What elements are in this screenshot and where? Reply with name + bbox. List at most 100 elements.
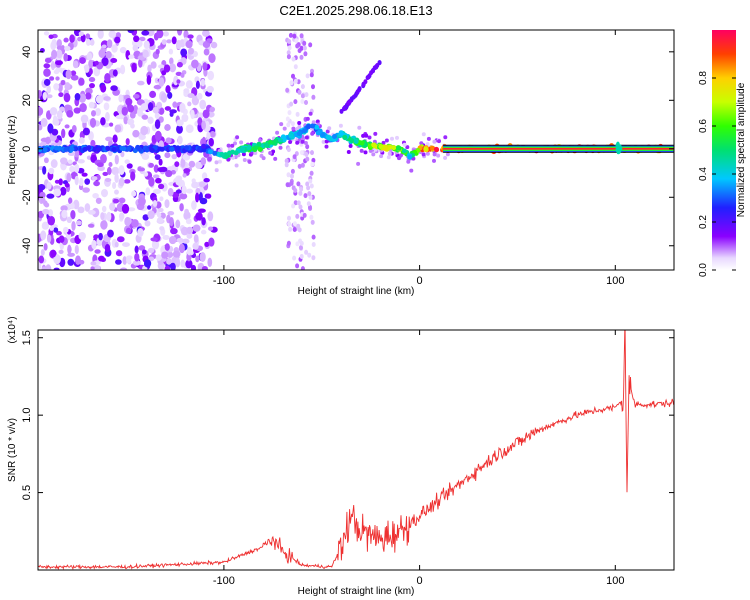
spectrogram-cell-1172	[356, 161, 361, 166]
spectrogram-cell-792	[63, 92, 71, 103]
spectrogram-cell-155	[104, 111, 110, 122]
spectrogram-cell-954	[285, 116, 290, 122]
spectrogram-cell-960	[294, 38, 299, 44]
spectrogram-cell-886	[208, 237, 215, 247]
spectrogram-cell-635	[44, 57, 52, 64]
spectrogram-cell-978	[300, 99, 305, 104]
spectrogram-cell-356	[168, 48, 174, 55]
spectrogram-cell-790	[190, 109, 195, 120]
spectrogram-cell-315	[164, 152, 171, 159]
spectrogram-cell-1036	[292, 227, 297, 232]
spectrogram-cell-739	[167, 91, 173, 99]
spectrogram-cell-1067	[226, 143, 231, 148]
spectrogram-cell-607	[72, 60, 79, 69]
spectrogram-cell-436	[203, 48, 210, 56]
spectrogram-cell-1961	[371, 142, 377, 148]
spectrogram-cell-277	[53, 267, 60, 270]
spectrogram-cell-767	[170, 227, 178, 235]
spectrogram-cell-808	[161, 251, 169, 259]
spectrogram-cell-882	[175, 178, 182, 186]
spectrogram-cell-1131	[381, 140, 386, 145]
spectrogram-cell-899	[53, 188, 62, 197]
spectrogram-cell-1129	[346, 150, 351, 154]
spectrogram-cell-814	[108, 122, 114, 127]
spectrogram-cell-145	[143, 171, 149, 177]
spectrogram-marks	[38, 30, 674, 270]
spectrogram-cell-818	[183, 88, 190, 93]
spectrogram-cell-712	[53, 115, 58, 123]
spectrogram-cell-540	[140, 125, 149, 136]
spectrogram-cell-512	[53, 227, 59, 233]
spectrogram-cell-272	[46, 84, 52, 94]
spectrogram-cell-420	[197, 112, 204, 119]
spectrogram-cell-495	[148, 176, 155, 187]
spectrogram-cell-779	[43, 157, 49, 164]
spectrogram-cell-1810	[430, 145, 436, 151]
spectrogram-cell-56	[56, 231, 62, 236]
spectrogram-cell-740	[91, 239, 97, 250]
spectrogram-cell-632	[177, 135, 183, 145]
spectrogram-cell-1090	[386, 155, 391, 160]
spectrogram-cell-638	[48, 167, 55, 175]
spectrogram-cell-1008	[296, 200, 301, 206]
spectrogram-cell-510	[115, 114, 124, 120]
spectrogram-cell-822	[104, 244, 111, 253]
spectrogram-cell-788	[146, 75, 152, 85]
spectrogram-cell-843	[167, 188, 174, 197]
spectrogram-cell-1087	[257, 138, 262, 143]
spectrogram-cell-1162	[387, 151, 392, 156]
spectrogram-cell-602	[155, 177, 162, 184]
spectrogram-cell-125	[137, 80, 145, 86]
spectrogram-cell-780	[74, 244, 79, 255]
spectrogram-cell-658	[137, 228, 144, 237]
spectrogram-cell-728	[67, 159, 73, 164]
spectrogram-cell-736	[181, 113, 189, 123]
spectrogram-cell-245	[38, 261, 42, 270]
spectrogram-cell-1957	[338, 130, 344, 136]
spectrogram-cell-1166	[288, 140, 293, 144]
spectrogram-cell-286	[154, 77, 160, 84]
spectrogram-cell-662	[141, 114, 149, 120]
spectrogram-cell-1224	[324, 139, 329, 144]
spectrogram-cell-9	[102, 171, 109, 176]
spectrogram-cell-1289	[374, 64, 379, 70]
spectrogram-cell-268	[151, 239, 160, 250]
spectrogram-cell-1936	[119, 145, 125, 151]
spectrogram-cell-851	[163, 64, 171, 73]
spectrogram-cell-875	[185, 40, 193, 49]
spectrogram-cell-547	[69, 165, 75, 173]
spectrogram-cell-488	[63, 53, 69, 62]
spectrogram-cell-1048	[308, 178, 313, 184]
spectrogram-cell-700	[176, 119, 184, 127]
spectrogram-cell-1013	[295, 43, 300, 49]
spectrogram-cell-649	[141, 30, 150, 36]
spectrogram-cell-482	[146, 30, 155, 37]
spectrogram-cell-873	[200, 157, 207, 166]
spectrogram-cell-731	[74, 149, 80, 158]
spectrogram-cell-1167	[367, 135, 372, 140]
spectrogram-cell-593	[56, 49, 63, 59]
snr-scale-note: (x10⁴)	[7, 316, 18, 343]
spectrogram-cell-564	[202, 109, 210, 119]
spectrogram-cell-1140	[282, 126, 287, 131]
spectrogram-cell-498	[175, 189, 182, 194]
spectrogram-cell-36	[207, 257, 213, 267]
spectrogram-cell-337	[166, 257, 172, 265]
spectrogram-cell-998	[303, 193, 308, 199]
spectrogram-xtick-label: 100	[606, 275, 624, 287]
spectrogram-cell-707	[67, 244, 72, 255]
spectrogram-cell-238	[50, 159, 58, 169]
spectrogram-cell-513	[164, 199, 170, 209]
spectrogram-cell-278	[112, 181, 117, 190]
spectrogram-cell-606	[39, 191, 46, 199]
spectrogram-cell-1769	[82, 146, 88, 152]
spectrogram-cell-1995	[111, 147, 117, 152]
spectrogram-cell-117	[122, 256, 127, 265]
spectrogram-cell-1006	[308, 42, 313, 48]
spectrogram-cell-265	[161, 39, 167, 45]
spectrogram-cell-1156	[242, 158, 247, 162]
spectrogram-cell-995	[286, 122, 291, 128]
spectrogram-cell-741	[85, 33, 91, 39]
spectrogram-cell-697	[66, 172, 72, 183]
spectrogram-cell-817	[43, 78, 51, 86]
